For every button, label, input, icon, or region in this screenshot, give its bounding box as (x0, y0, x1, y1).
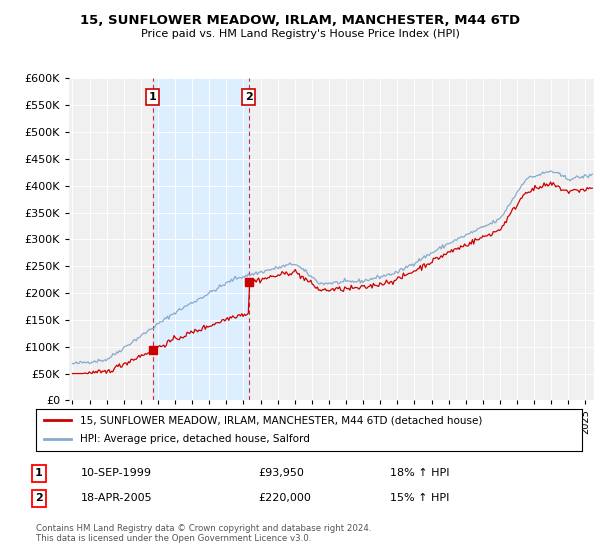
Text: 2: 2 (35, 493, 43, 503)
Text: HPI: Average price, detached house, Salford: HPI: Average price, detached house, Salf… (80, 435, 310, 445)
Text: 1: 1 (149, 92, 157, 102)
Text: £220,000: £220,000 (258, 493, 311, 503)
Text: 15% ↑ HPI: 15% ↑ HPI (390, 493, 449, 503)
Text: 18% ↑ HPI: 18% ↑ HPI (390, 468, 449, 478)
Text: 1: 1 (35, 468, 43, 478)
Text: 18-APR-2005: 18-APR-2005 (81, 493, 152, 503)
Text: £93,950: £93,950 (258, 468, 304, 478)
Bar (152, 78, 248, 400)
Text: Price paid vs. HM Land Registry's House Price Index (HPI): Price paid vs. HM Land Registry's House … (140, 29, 460, 39)
Text: Contains HM Land Registry data © Crown copyright and database right 2024.
This d: Contains HM Land Registry data © Crown c… (36, 524, 371, 543)
Text: 10-SEP-1999: 10-SEP-1999 (81, 468, 152, 478)
Text: 2: 2 (245, 92, 253, 102)
Text: 15, SUNFLOWER MEADOW, IRLAM, MANCHESTER, M44 6TD: 15, SUNFLOWER MEADOW, IRLAM, MANCHESTER,… (80, 14, 520, 27)
Text: 15, SUNFLOWER MEADOW, IRLAM, MANCHESTER, M44 6TD (detached house): 15, SUNFLOWER MEADOW, IRLAM, MANCHESTER,… (80, 415, 482, 425)
